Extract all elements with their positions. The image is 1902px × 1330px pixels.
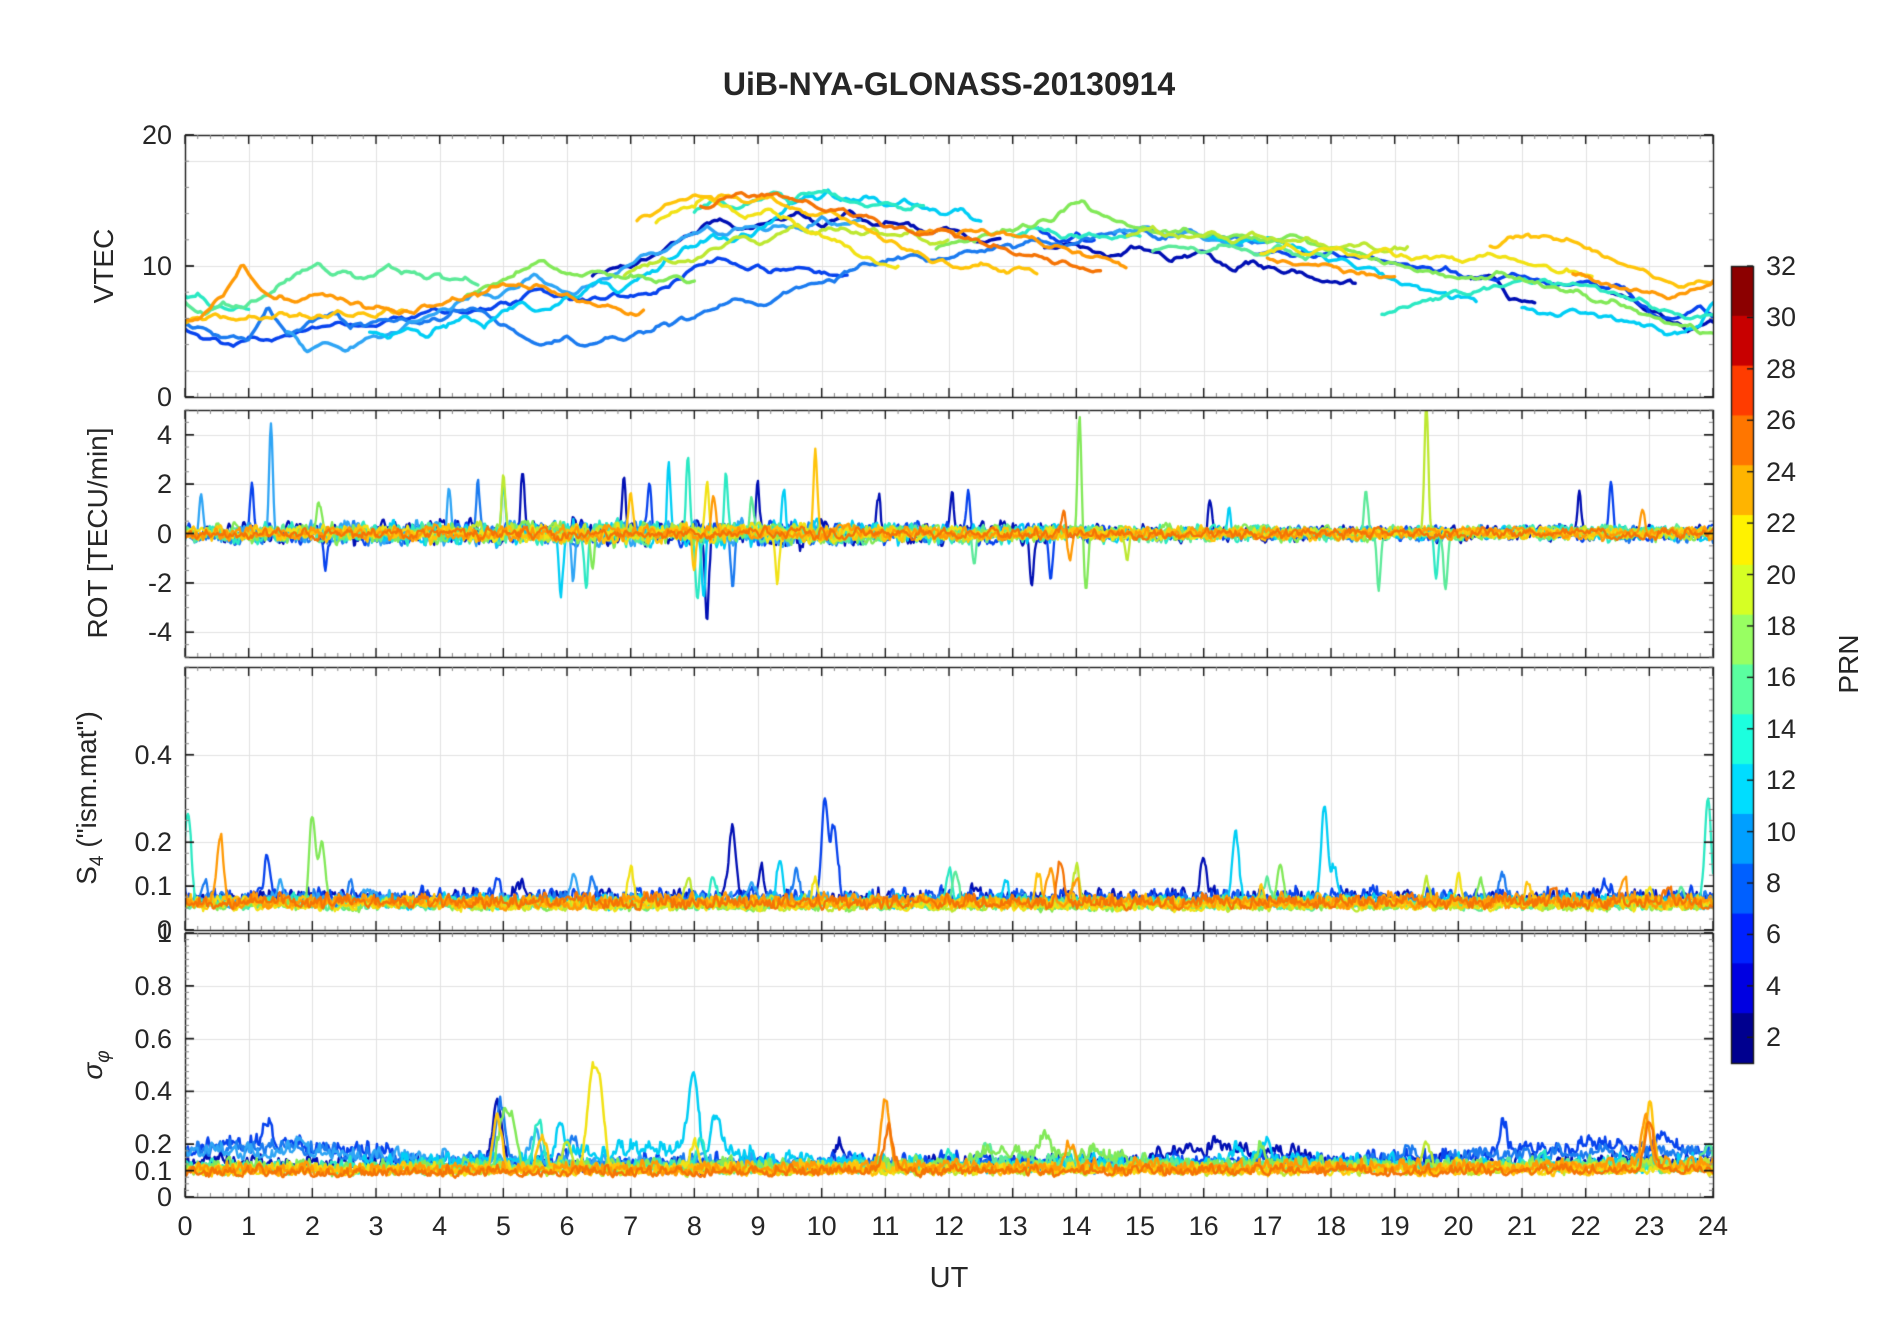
y-tick-label: -4 [147, 617, 172, 648]
colorbar-tick-label: 6 [1766, 919, 1782, 950]
x-tick-label: 3 [368, 1211, 384, 1241]
x-tick-label: 6 [559, 1211, 575, 1241]
x-tick-label: 12 [933, 1211, 965, 1241]
y-axis-label-s4: S4 ("ism.mat") [71, 711, 109, 885]
x-tick-label: 16 [1188, 1211, 1219, 1241]
x-tick-label: 19 [1379, 1211, 1410, 1241]
x-tick-label: 5 [495, 1211, 511, 1241]
x-tick-label: 14 [1061, 1211, 1092, 1241]
x-tick-label: 10 [806, 1211, 837, 1241]
y-tick-label: 0 [156, 1182, 172, 1212]
colorbar-tick-label: 30 [1766, 302, 1797, 333]
y-tick-label: 0.1 [134, 1155, 172, 1186]
y-tick-label: -2 [147, 567, 172, 598]
colorbar-tick-label: 8 [1766, 868, 1782, 899]
x-tick-label: 13 [997, 1211, 1028, 1241]
colorbar-tick-label: 20 [1766, 559, 1797, 590]
y-tick-label: 2 [156, 469, 172, 500]
chart-title: UiB-NYA-GLONASS-20130914 [722, 66, 1176, 102]
x-tick-label: 15 [1124, 1211, 1156, 1241]
y-tick-label: 1 [156, 918, 172, 948]
y-tick-label: 4 [156, 419, 172, 450]
y-tick-label: 0.4 [134, 739, 172, 770]
y-tick-label: 20 [141, 120, 172, 150]
y-tick-label: 0.2 [134, 1129, 172, 1160]
colorbar-tick-label: 18 [1766, 610, 1797, 641]
x-tick-label: 9 [750, 1211, 766, 1241]
colorbar-label: PRN [1833, 634, 1864, 694]
y-tick-label: 0.1 [134, 871, 172, 902]
colorbar-tick-label: 32 [1766, 251, 1797, 281]
y-tick-label: 0.2 [134, 827, 172, 858]
x-tick-label: 21 [1506, 1211, 1538, 1241]
colorbar-tick-label: 22 [1766, 508, 1797, 539]
y-tick-label: 0 [156, 382, 172, 412]
y-tick-label: 0 [156, 915, 172, 945]
x-tick-label: 20 [1443, 1211, 1474, 1241]
x-axis-label: UT [929, 1262, 969, 1294]
colorbar-tick-label: 2 [1766, 1022, 1782, 1053]
x-tick-label: 8 [686, 1211, 702, 1241]
ylabel-text: ("ism.mat") [71, 711, 103, 856]
colorbar-tick-label: 12 [1766, 765, 1797, 796]
x-tick-label: 1 [241, 1211, 257, 1241]
x-tick-label: 4 [432, 1211, 448, 1241]
y-tick-label: 0.4 [134, 1076, 172, 1107]
colorbar-tick-label: 26 [1766, 405, 1797, 436]
y-tick-label: 10 [141, 251, 172, 281]
x-tick-label: 17 [1252, 1211, 1283, 1241]
x-tick-label: 18 [1315, 1211, 1347, 1241]
x-tick-label: 24 [1697, 1211, 1729, 1241]
x-tick-label: 22 [1570, 1211, 1601, 1241]
colorbar-tick-label: 4 [1766, 970, 1782, 1001]
colorbar-tick-label: 24 [1766, 456, 1797, 487]
x-tick-label: 23 [1634, 1211, 1665, 1241]
x-tick-label: 11 [871, 1211, 900, 1241]
x-tick-label: 0 [177, 1211, 193, 1241]
x-tick-label: 2 [304, 1211, 320, 1241]
y-tick-label: 0.6 [134, 1023, 172, 1054]
ylabel-text: S [71, 866, 103, 885]
colorbar-tick-label: 28 [1766, 353, 1797, 384]
y-tick-label: 0 [156, 518, 172, 549]
colorbar-tick-label: 14 [1766, 713, 1797, 744]
y-tick-label: 0.8 [134, 970, 172, 1001]
colorbar-tick-label: 10 [1766, 816, 1797, 847]
colorbar-tick-label: 16 [1766, 662, 1797, 693]
x-tick-label: 7 [623, 1211, 639, 1241]
